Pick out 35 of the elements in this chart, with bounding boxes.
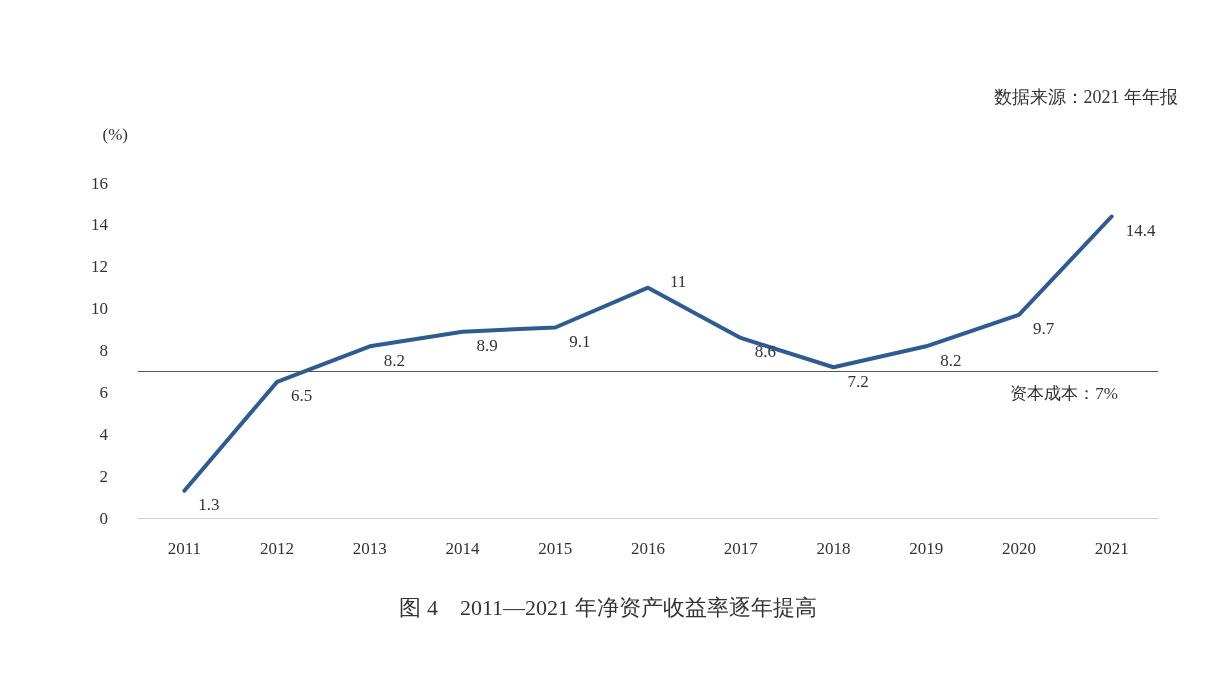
text: 图 4 2011—2021 年净资产收益率逐年提高 (399, 594, 817, 620)
y-tick-label: 4 (99, 424, 109, 444)
data-label: 9.1 (569, 331, 591, 351)
data-label: 6.5 (291, 386, 313, 406)
x-tick-label: 2011 (167, 539, 202, 558)
data-label: 8.9 (476, 336, 498, 356)
data-label: 8.6 (754, 342, 776, 362)
data-label: 1.3 (198, 495, 220, 515)
x-tick-label: 2019 (909, 539, 944, 558)
y-tick-label: 0 (99, 508, 108, 528)
data-label: 8.2 (940, 350, 962, 370)
ref-line-label: 资本成本：7% (1010, 384, 1118, 404)
y-axis-title: (%) (102, 125, 128, 144)
y-tick-label: 16 (91, 173, 108, 193)
y-tick-label: 6 (99, 382, 108, 402)
x-tick-label: 2013 (352, 539, 387, 558)
x-tick-label: 2021 (1094, 539, 1129, 558)
data-label: 14.4 (1125, 221, 1156, 240)
data-label: 9.7 (1032, 319, 1055, 339)
y-tick-label: 14 (91, 215, 109, 235)
y-tick-label: 8 (99, 341, 108, 360)
source-note: 数据来源：2021 年年报 (993, 87, 1178, 107)
x-tick-label: 2015 (538, 539, 573, 558)
x-tick-label: 2018 (816, 539, 851, 558)
x-tick-label: 2017 (723, 539, 759, 558)
data-label: 8.2 (383, 350, 406, 370)
x-tick-label: 2014 (445, 539, 481, 558)
y-tick-label: 2 (99, 466, 108, 486)
y-tick-label: 12 (91, 257, 108, 277)
data-label: 11 (670, 272, 687, 292)
x-tick-label: 2016 (631, 539, 665, 558)
data-label: 7.2 (847, 371, 869, 391)
y-tick-label: 10 (91, 299, 108, 319)
x-tick-label: 2012 (260, 539, 295, 558)
x-tick-label: 2020 (1001, 539, 1036, 558)
